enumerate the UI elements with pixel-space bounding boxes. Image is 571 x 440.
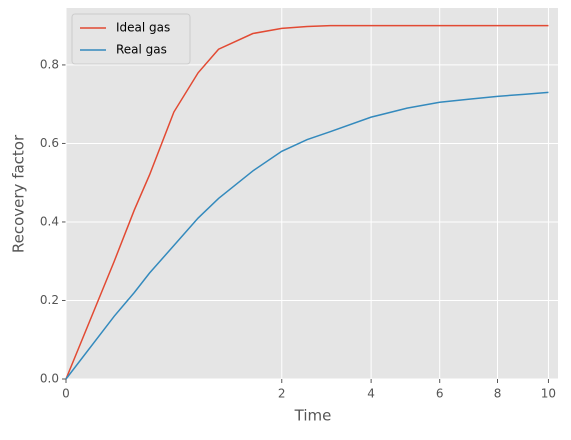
y-axis-label: Recovery factor bbox=[10, 134, 28, 253]
x-tick-label: 8 bbox=[494, 387, 502, 401]
legend-label: Real gas bbox=[116, 43, 167, 57]
y-tick-label: 0.2 bbox=[40, 293, 59, 307]
x-tick-label: 4 bbox=[367, 387, 375, 401]
legend-box bbox=[71, 13, 191, 65]
y-tick-label: 0.8 bbox=[40, 57, 59, 71]
line-series bbox=[65, 91, 549, 380]
legend-label: Ideal gas bbox=[116, 21, 170, 35]
x-axis-label: Time bbox=[294, 407, 332, 425]
legend: Ideal gas Real gas bbox=[71, 13, 191, 65]
x-tick-label: 10 bbox=[541, 387, 556, 401]
y-tick-label: 0.6 bbox=[40, 136, 59, 150]
x-tick-label: 0 bbox=[62, 387, 70, 401]
x-tick-label: 2 bbox=[278, 387, 286, 401]
y-tick-label: 0.4 bbox=[40, 214, 59, 228]
line-series bbox=[65, 24, 549, 380]
plot-area bbox=[66, 8, 558, 379]
x-tick-label: 6 bbox=[436, 387, 444, 401]
y-tick-label: 0.0 bbox=[40, 372, 59, 386]
